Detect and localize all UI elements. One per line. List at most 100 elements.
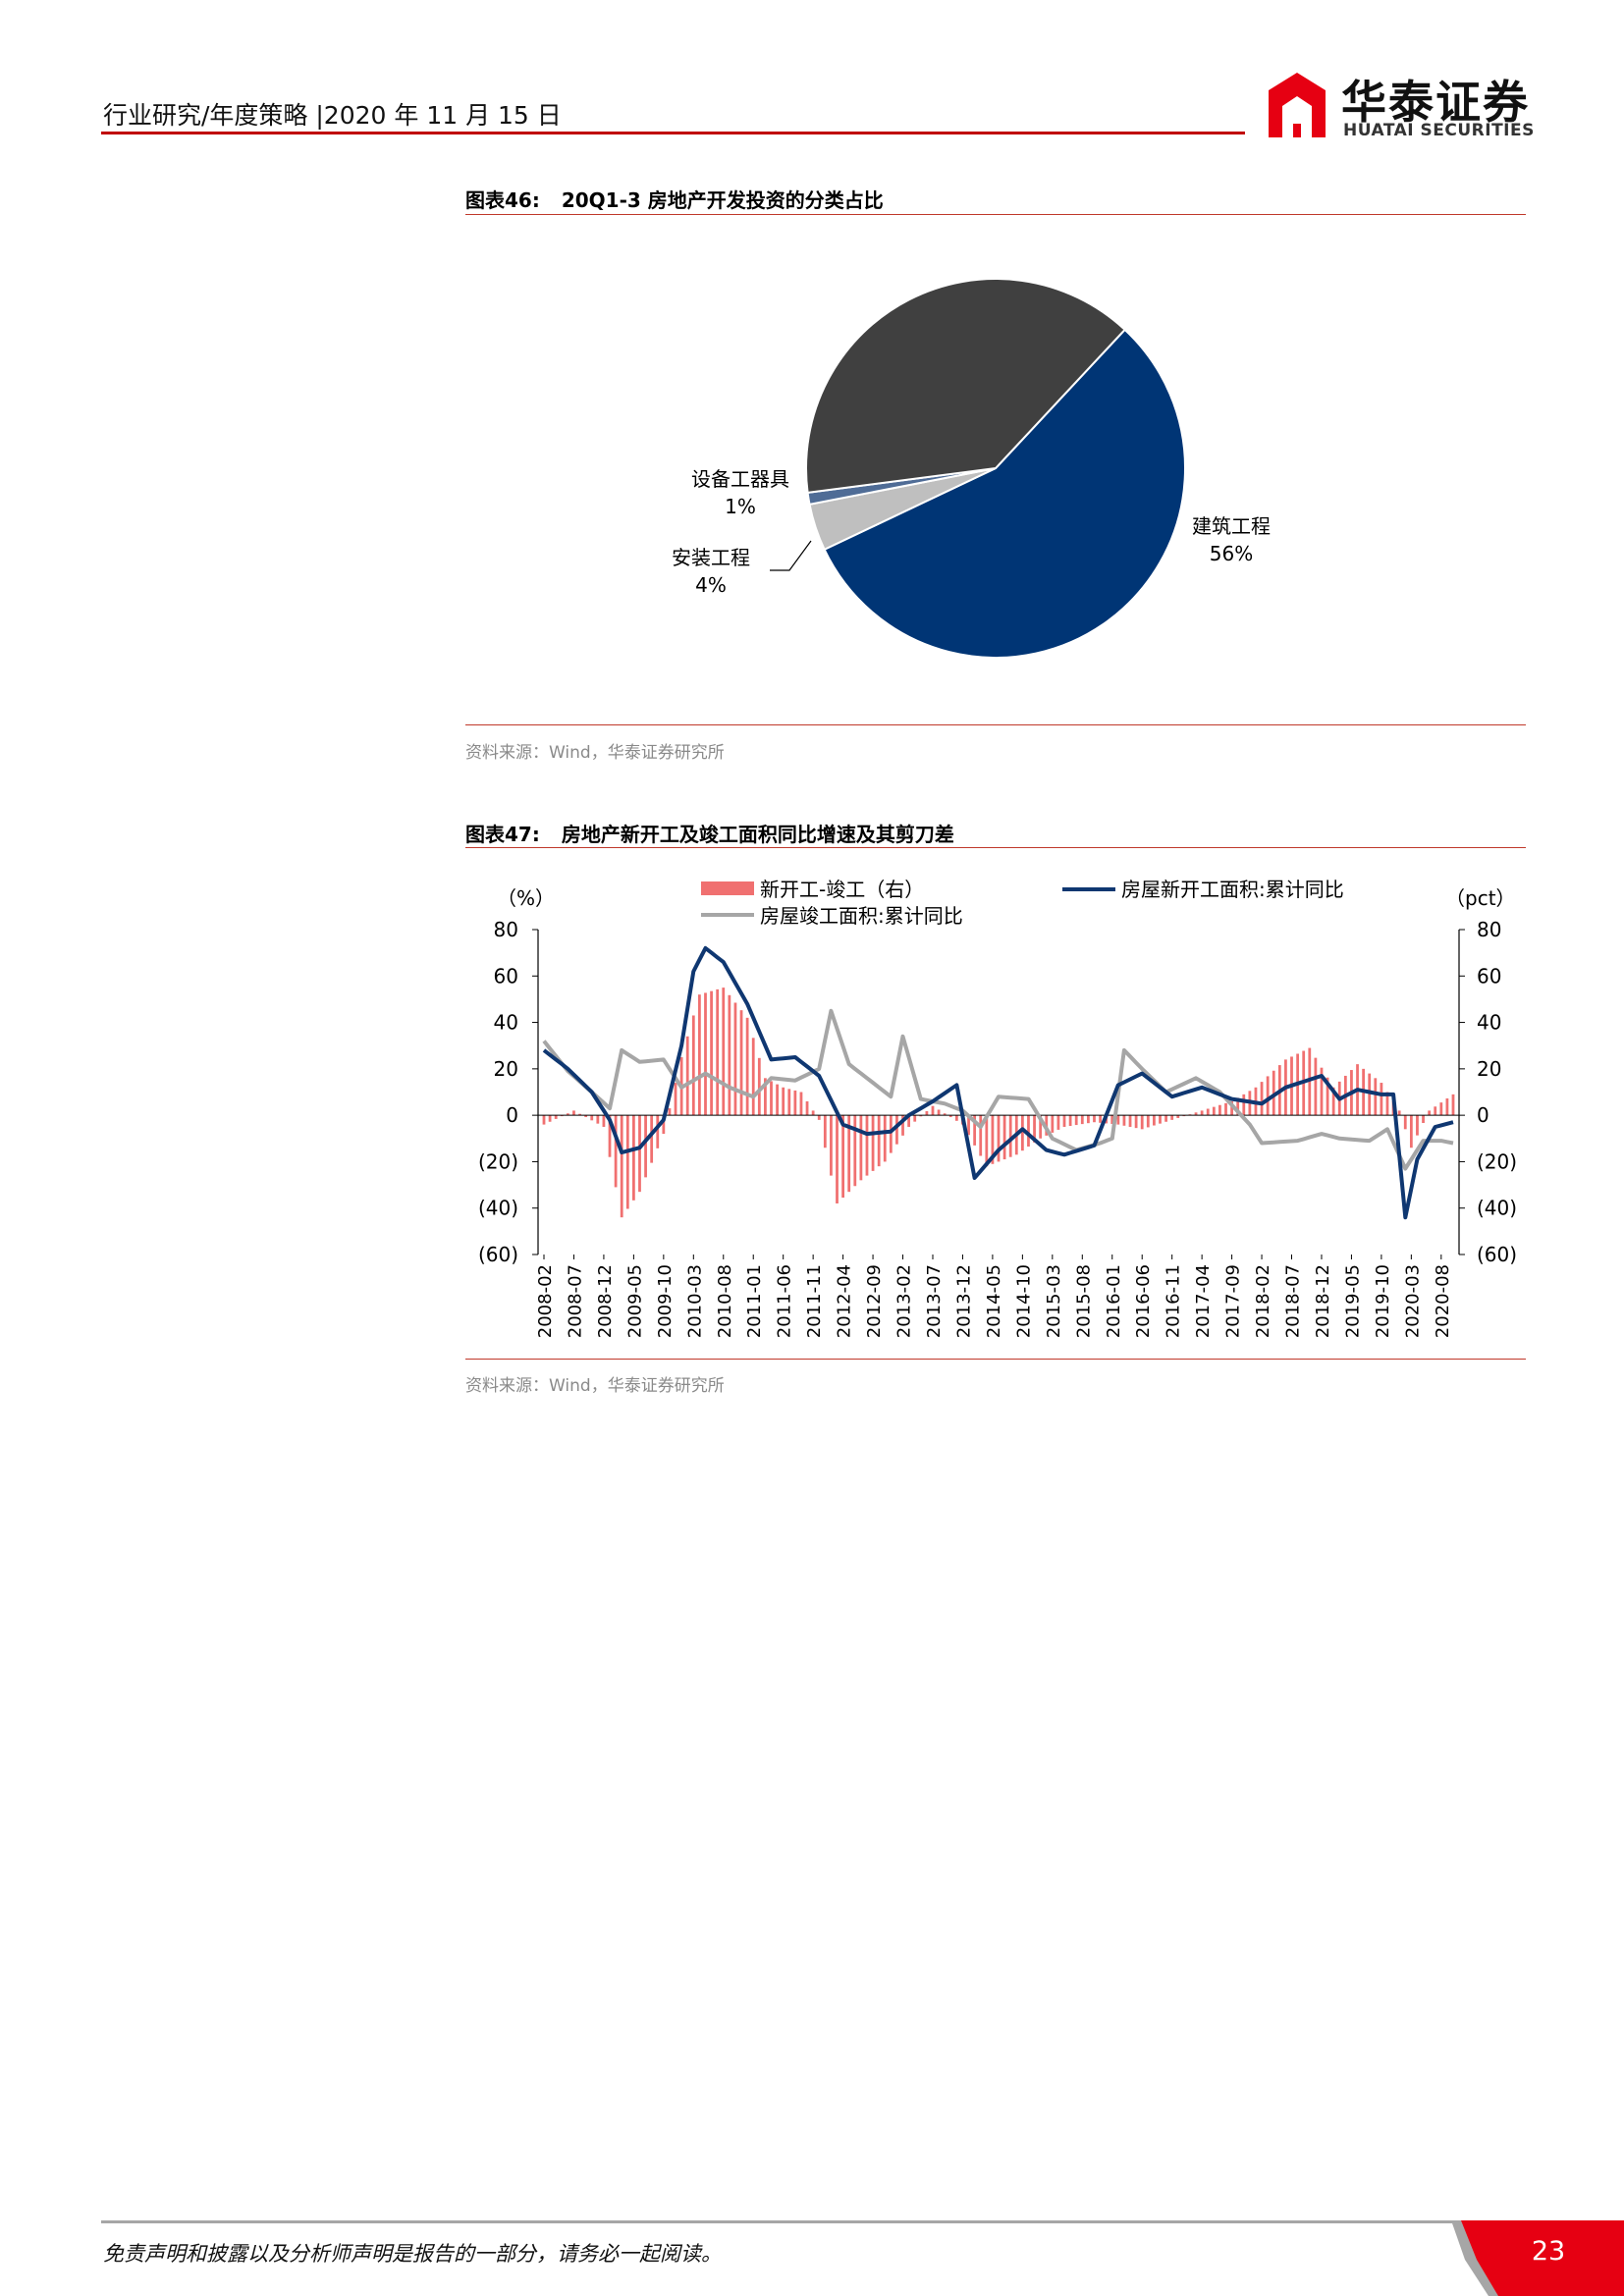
bar <box>728 994 731 1116</box>
pie-slice <box>805 278 1127 494</box>
bar <box>590 1115 594 1121</box>
brand-name-cn: 华泰证券 <box>1341 76 1530 129</box>
bar <box>1242 1094 1246 1116</box>
legend-label-new-start: 房屋新开工面积:累计同比 <box>1121 878 1344 901</box>
bar <box>1320 1067 1324 1116</box>
bar <box>1140 1115 1144 1130</box>
x-tick-label: 2009-05 <box>624 1264 645 1338</box>
figure47-source: 资料来源：Wind，华泰证券研究所 <box>465 1376 725 1396</box>
bar <box>764 1078 767 1116</box>
figure47-caption: 房地产新开工及竣工面积同比增速及其剪刀差 <box>561 823 954 846</box>
bar <box>919 1115 923 1117</box>
bar <box>1027 1115 1030 1148</box>
bar <box>931 1105 935 1116</box>
bar <box>1272 1070 1275 1116</box>
x-tick-label: 2016-06 <box>1133 1264 1154 1338</box>
bar <box>716 988 720 1116</box>
bar <box>745 1017 749 1116</box>
bar <box>1020 1115 1024 1151</box>
x-tick-label: 2015-08 <box>1073 1264 1094 1338</box>
right-tick-label: 0 <box>1477 1103 1489 1127</box>
left-tick-label: 40 <box>494 1011 518 1035</box>
right-tick-label: (40) <box>1477 1197 1517 1220</box>
bar <box>710 990 713 1116</box>
bar <box>1159 1115 1162 1124</box>
figure47-bottom-rule <box>465 1359 1526 1360</box>
x-tick-label: 2008-02 <box>535 1264 556 1338</box>
bar <box>751 1038 755 1116</box>
x-tick-label: 2020-08 <box>1433 1264 1453 1338</box>
pie-label-name: 设备工器具 <box>691 467 789 491</box>
bar <box>602 1115 606 1127</box>
bar <box>1416 1115 1419 1136</box>
x-tick-label: 2018-02 <box>1253 1264 1273 1338</box>
bar <box>799 1092 803 1116</box>
bar <box>1194 1112 1198 1116</box>
x-tick-label: 2013-07 <box>924 1264 945 1338</box>
bar <box>865 1115 869 1176</box>
header-section: 行业研究/年度策略 <box>103 101 316 130</box>
bar <box>614 1115 618 1188</box>
x-tick-label: 2013-02 <box>894 1264 915 1338</box>
bar <box>859 1115 863 1181</box>
page-number-tab <box>1451 2220 1624 2296</box>
series-line <box>542 945 1454 1220</box>
bar <box>836 1115 839 1203</box>
bar <box>1451 1094 1455 1116</box>
bar <box>1236 1097 1240 1116</box>
figure47-top-rule <box>465 847 1526 848</box>
bar <box>656 1115 660 1148</box>
bar <box>1206 1108 1210 1116</box>
bar <box>997 1115 1001 1162</box>
bar <box>895 1115 898 1145</box>
right-tick-label: 20 <box>1477 1057 1501 1081</box>
bar <box>644 1115 647 1178</box>
bar <box>554 1115 558 1119</box>
bar <box>901 1115 904 1136</box>
bar <box>967 1115 970 1136</box>
pie-label-value: 4% <box>695 573 727 597</box>
bar <box>782 1087 785 1116</box>
bar <box>625 1115 629 1209</box>
bar <box>1116 1115 1120 1125</box>
bar <box>584 1115 588 1118</box>
bar <box>817 1115 821 1120</box>
x-tick-label: 2014-10 <box>1013 1264 1034 1338</box>
left-tick-label: (40) <box>478 1197 518 1220</box>
bar <box>1434 1106 1437 1116</box>
bar <box>620 1115 623 1218</box>
x-tick-label: 2015-03 <box>1044 1264 1064 1338</box>
bar <box>578 1113 581 1116</box>
bar <box>907 1115 911 1127</box>
right-tick-label: (60) <box>1477 1243 1517 1266</box>
left-tick-label: (20) <box>478 1149 518 1173</box>
figure46-caption: 20Q1-3 房地产开发投资的分类占比 <box>561 188 884 212</box>
left-axis-unit: （%） <box>497 886 555 910</box>
x-tick-label: 2010-03 <box>684 1264 705 1338</box>
pie-leader-line <box>770 540 812 571</box>
x-tick-label: 2019-05 <box>1342 1264 1363 1338</box>
header-title: 行业研究/年度策略 |2020 年 11 月 15 日 <box>103 96 562 132</box>
bar <box>566 1113 569 1116</box>
bar <box>889 1115 893 1153</box>
bar <box>1380 1083 1383 1116</box>
bar <box>1403 1115 1407 1130</box>
bar <box>1422 1115 1425 1124</box>
huatai-logo-icon <box>1269 73 1326 137</box>
right-tick-label: 40 <box>1477 1011 1501 1035</box>
pie-label-value: 39% <box>862 221 905 222</box>
bar <box>1039 1115 1043 1139</box>
x-tick-label: 2011-06 <box>775 1264 795 1338</box>
x-tick-label: 2018-12 <box>1313 1264 1333 1338</box>
bar <box>1326 1077 1329 1116</box>
bar <box>685 1036 689 1116</box>
right-axis-unit: （pct） <box>1445 886 1516 910</box>
figure46-bottom-rule <box>465 724 1526 725</box>
pie-label-value: 56% <box>1210 542 1253 565</box>
bar <box>1033 1115 1036 1143</box>
page-number: 23 <box>1531 2236 1566 2267</box>
left-tick-label: 0 <box>506 1103 518 1127</box>
figure47-number: 图表47: <box>465 823 540 846</box>
bar <box>841 1115 844 1199</box>
bar <box>948 1115 952 1118</box>
